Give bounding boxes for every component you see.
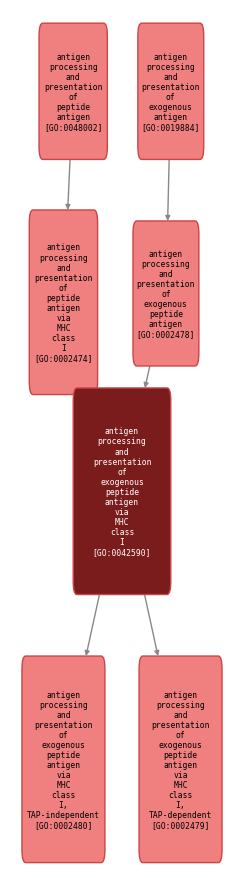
Text: antigen
processing
and
presentation
of
exogenous
antigen
[GO:0019884]: antigen processing and presentation of e…	[142, 53, 200, 132]
Text: antigen
processing
and
presentation
of
exogenous
peptide
antigen
via
MHC
class
I: antigen processing and presentation of e…	[93, 427, 151, 557]
FancyBboxPatch shape	[29, 211, 98, 395]
FancyBboxPatch shape	[39, 24, 107, 160]
FancyBboxPatch shape	[22, 657, 105, 862]
Text: antigen
processing
and
presentation
of
peptide
antigen
[GO:0048002]: antigen processing and presentation of p…	[44, 53, 102, 132]
Text: antigen
processing
and
presentation
of
exogenous
peptide
antigen
[GO:0002478]: antigen processing and presentation of e…	[137, 249, 195, 339]
FancyBboxPatch shape	[133, 221, 199, 367]
Text: antigen
processing
and
presentation
of
exogenous
peptide
antigen
via
MHC
class
I: antigen processing and presentation of e…	[27, 690, 100, 829]
FancyBboxPatch shape	[139, 657, 222, 862]
Text: antigen
processing
and
presentation
of
peptide
antigen
via
MHC
class
I
[GO:00024: antigen processing and presentation of p…	[34, 243, 93, 363]
FancyBboxPatch shape	[138, 24, 204, 160]
Text: antigen
processing
and
presentation
of
exogenous
peptide
antigen
via
MHC
class
I: antigen processing and presentation of e…	[149, 690, 212, 829]
FancyBboxPatch shape	[73, 388, 171, 595]
